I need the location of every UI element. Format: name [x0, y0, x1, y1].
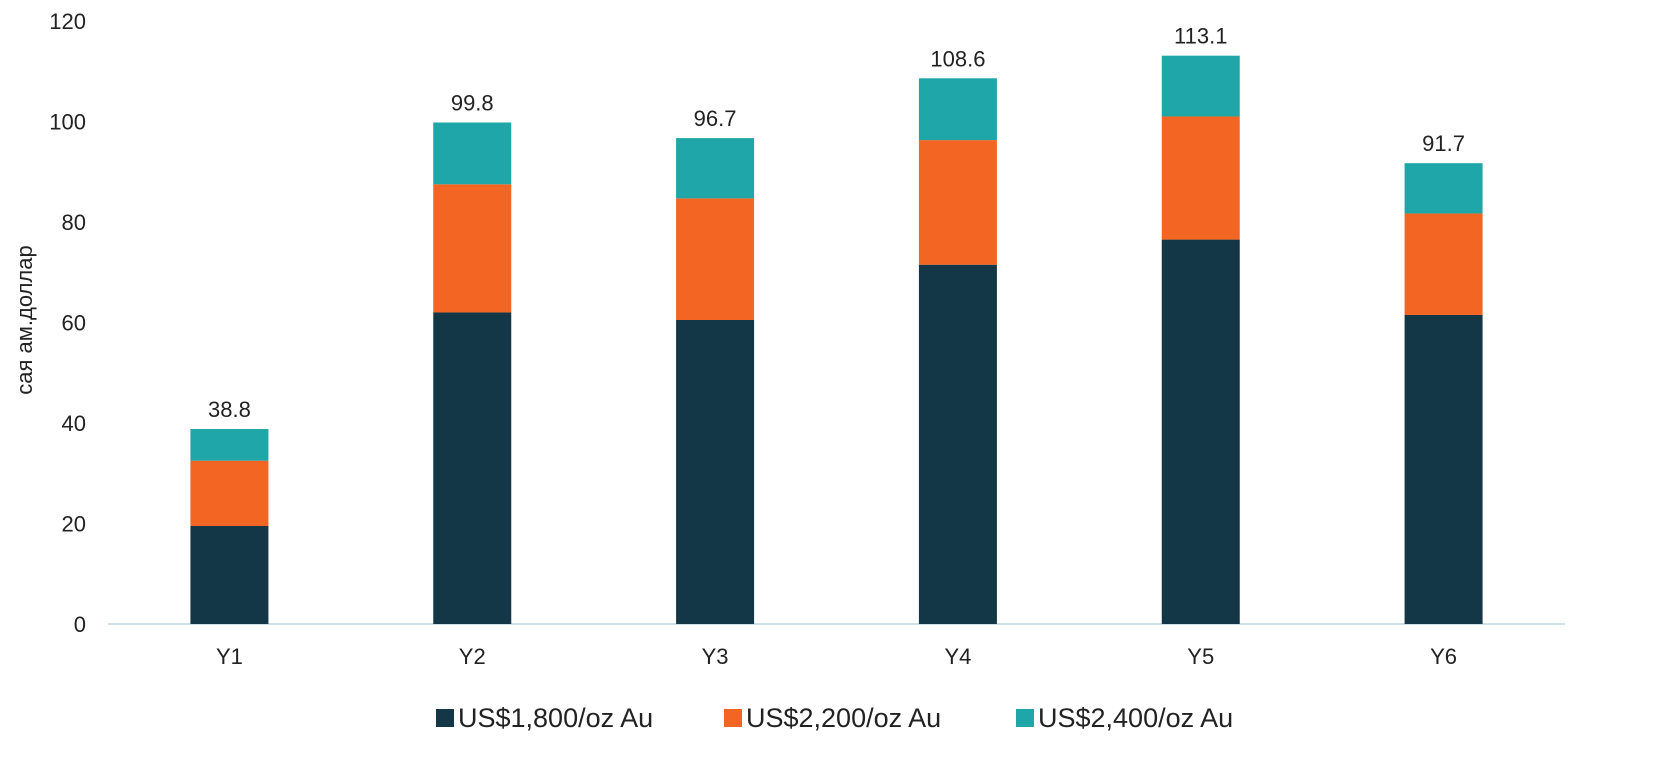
bar-segment-y4-series-1 [918, 264, 997, 624]
x-tick-label-y2: Y2 [459, 644, 486, 669]
bar-segment-y1-series-1 [190, 526, 269, 624]
total-label-y5: 113.1 [1174, 24, 1227, 49]
bar-segment-y2-series-3 [433, 122, 512, 185]
y-tick-label: 40 [62, 411, 86, 436]
legend: US$1,800/oz Au US$2,200/oz Au US$2,400/oz … [436, 703, 1233, 733]
x-tick-label-y6: Y6 [1430, 644, 1457, 669]
bar-segment-y5-series-3 [1161, 55, 1240, 117]
total-label-y3: 96.7 [694, 106, 737, 131]
bar-segment-y6-series-3 [1404, 163, 1483, 214]
total-label-y1: 38.8 [208, 397, 251, 422]
bar-stacks [190, 55, 1483, 624]
x-tick-labels: Y1 Y2 Y3 Y4 Y5 Y6 [216, 644, 1457, 669]
legend-swatch-series-1 [436, 709, 454, 727]
total-label-y4: 108.6 [930, 46, 985, 71]
x-tick-label-y5: Y5 [1187, 644, 1214, 669]
bar-segment-y4-series-3 [918, 78, 997, 141]
y-axis-title: сая ам.доллар [12, 245, 37, 394]
bar-segment-y3-series-1 [676, 319, 755, 624]
y-tick-label: 80 [62, 210, 86, 235]
bar-segment-y6-series-2 [1404, 213, 1483, 315]
bar-segment-y2-series-2 [433, 184, 512, 313]
x-tick-label-y3: Y3 [702, 644, 729, 669]
y-tick-label: 20 [62, 512, 86, 537]
y-tick-label: 100 [49, 110, 86, 135]
legend-label-series-1: US$1,800/oz Au [458, 703, 653, 733]
bar-segment-y5-series-1 [1161, 239, 1240, 624]
legend-swatch-series-2 [724, 709, 742, 727]
total-label-y2: 99.8 [451, 91, 494, 116]
bar-segment-y3-series-2 [676, 198, 755, 320]
total-labels: 38.8 99.8 96.7 108.6 113.1 91.7 [208, 24, 1465, 422]
y-tick-label: 0 [74, 612, 86, 637]
bar-segment-y3-series-3 [676, 138, 755, 199]
legend-label-series-2: US$2,200/oz Au [746, 703, 941, 733]
x-tick-label-y1: Y1 [216, 644, 243, 669]
legend-label-series-3: US$2,400/oz Au [1038, 703, 1233, 733]
legend-swatch-series-3 [1016, 709, 1034, 727]
bar-segment-y6-series-1 [1404, 314, 1483, 624]
bar-segment-y4-series-2 [918, 140, 997, 265]
y-tick-label: 60 [62, 311, 86, 336]
x-tick-label-y4: Y4 [944, 644, 971, 669]
bar-segment-y1-series-2 [190, 460, 269, 527]
bar-segment-y5-series-2 [1161, 116, 1240, 240]
bar-segment-y2-series-1 [433, 312, 512, 624]
y-tick-labels: 0 20 40 60 80 100 120 [49, 9, 86, 637]
total-label-y6: 91.7 [1422, 131, 1465, 156]
y-tick-label: 120 [49, 9, 86, 34]
bar-segment-y1-series-3 [190, 429, 269, 461]
